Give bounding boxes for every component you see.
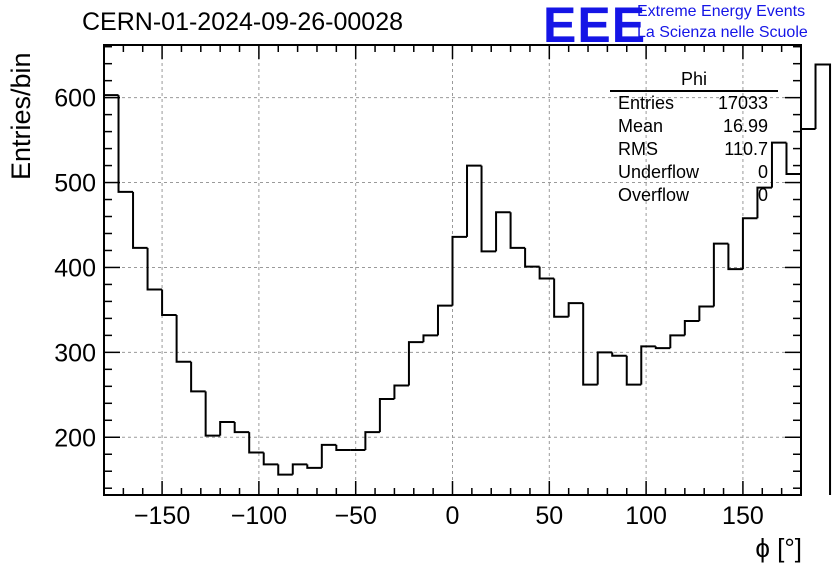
histogram-bin xyxy=(335,444,351,451)
histogram-bin xyxy=(756,186,772,219)
histogram-bin xyxy=(146,247,163,291)
stats-key: Entries xyxy=(618,93,675,113)
x-tick-label: 50 xyxy=(535,502,563,530)
histogram-bin xyxy=(800,128,816,175)
histogram-bin xyxy=(654,346,671,350)
x-axis-label: ϕ [°] xyxy=(755,533,802,563)
histogram-bin xyxy=(582,303,598,386)
tick-labels: −150 −100 −50 0 50 100 150 200 300 400 500 600 xyxy=(54,85,763,530)
y-tick-label: 400 xyxy=(54,254,96,282)
y-tick-label: 200 xyxy=(54,424,96,452)
histogram-bin xyxy=(553,278,569,318)
stats-value: 16.99 xyxy=(722,116,768,136)
histogram-bin xyxy=(306,464,322,469)
stats-key: Underflow xyxy=(618,162,700,182)
histogram-bin xyxy=(422,334,438,343)
histogram-bin xyxy=(175,315,192,363)
histogram-bin xyxy=(320,443,337,468)
logo-caption-line1: Extreme Energy Events xyxy=(637,3,806,20)
histogram-bin xyxy=(611,352,627,357)
histogram-bin xyxy=(814,63,832,495)
histogram-bin xyxy=(393,384,409,400)
y-tick-label: 600 xyxy=(54,85,96,113)
histogram-bin xyxy=(495,211,511,252)
histogram-bin xyxy=(466,164,482,237)
stats-value: 17033 xyxy=(717,93,768,113)
x-tick-label: 100 xyxy=(625,502,667,530)
y-axis-label: Entries/bin xyxy=(6,52,36,180)
histogram-bin xyxy=(741,217,758,270)
histogram-bin xyxy=(291,463,308,475)
histogram-bin xyxy=(451,235,468,306)
histogram-bin xyxy=(204,391,221,437)
histogram-bin xyxy=(712,242,729,307)
histogram-bin xyxy=(436,304,453,336)
histogram-bin xyxy=(669,334,685,349)
histogram-bin xyxy=(509,212,526,249)
histogram-bin xyxy=(567,302,584,317)
histogram-bin xyxy=(117,95,134,193)
x-tick-label: −150 xyxy=(134,502,190,530)
histogram-bin xyxy=(407,341,424,386)
histogram-bin xyxy=(538,266,555,280)
histogram-bin xyxy=(625,355,642,386)
histogram-bin xyxy=(132,191,148,249)
stats-row-overflow: Overflow 0 xyxy=(610,184,778,207)
eee-logo-icon: EEE xyxy=(543,0,647,53)
histogram-bin xyxy=(103,94,119,495)
histogram-bin xyxy=(277,464,293,476)
logo-caption-line2: La Scienza nelle Scuole xyxy=(637,24,808,41)
stats-row-mean: Mean 16.99 xyxy=(610,115,778,138)
stats-key: RMS xyxy=(618,139,658,159)
axis-ticks xyxy=(104,45,801,495)
y-tick-label: 500 xyxy=(54,170,96,198)
y-tick-label: 300 xyxy=(54,339,96,367)
x-tick-label: −100 xyxy=(231,502,287,530)
histogram-bin xyxy=(480,165,497,253)
histogram-bin xyxy=(683,319,700,336)
x-tick-label: −50 xyxy=(334,502,376,530)
x-tick-label: 0 xyxy=(446,502,460,530)
stats-value: 110.7 xyxy=(724,139,768,159)
stats-row-entries: Entries 17033 xyxy=(610,92,778,115)
histogram-bin xyxy=(770,141,787,188)
histogram-bin xyxy=(248,432,264,454)
histogram-bin xyxy=(190,361,206,393)
stats-value: 0 xyxy=(757,185,768,205)
histogram-bin xyxy=(378,398,395,433)
stats-row-underflow: Underflow 0 xyxy=(610,161,778,184)
histogram-bin xyxy=(233,421,250,434)
histogram-bin xyxy=(698,305,714,321)
histogram-bin xyxy=(524,247,540,268)
stats-key: Mean xyxy=(618,116,664,136)
chart-title: CERN-01-2024-09-26-00028 xyxy=(82,8,404,36)
histogram-series xyxy=(103,63,832,495)
stats-box: Phi Entries 17033 Mean 16.99 RMS 110.7 U… xyxy=(610,68,778,207)
histogram-bin xyxy=(262,452,279,466)
stats-value: 0 xyxy=(757,162,768,182)
histogram-bin xyxy=(640,345,656,385)
histogram-bin xyxy=(727,243,743,271)
histogram-bin xyxy=(785,142,801,176)
histogram-bin xyxy=(364,431,380,450)
stats-title: Phi xyxy=(610,68,778,92)
x-tick-label: 150 xyxy=(722,502,764,530)
histogram-bin xyxy=(161,289,177,316)
histogram-bin xyxy=(219,420,235,436)
stats-key: Overflow xyxy=(618,185,690,205)
stats-row-rms: RMS 110.7 xyxy=(610,138,778,161)
histogram-bin xyxy=(596,351,613,385)
